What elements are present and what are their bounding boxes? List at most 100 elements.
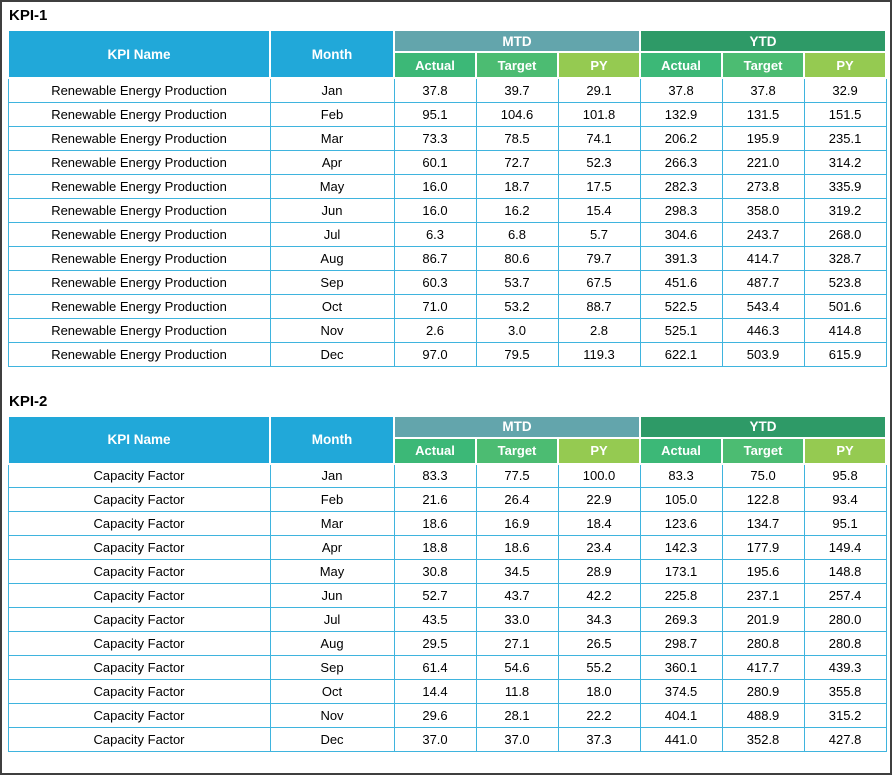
value-cell[interactable]: 95.8 xyxy=(803,463,887,488)
value-cell[interactable]: 122.8 xyxy=(721,487,805,512)
value-cell[interactable]: 280.8 xyxy=(721,631,805,656)
month-cell[interactable]: Mar xyxy=(269,511,395,536)
value-cell[interactable]: 61.4 xyxy=(393,655,477,680)
value-cell[interactable]: 74.1 xyxy=(557,125,641,151)
value-cell[interactable]: 53.7 xyxy=(475,269,559,295)
value-cell[interactable]: 15.4 xyxy=(557,197,641,223)
value-cell[interactable]: 29.1 xyxy=(557,77,641,103)
month-cell[interactable]: Feb xyxy=(269,101,395,127)
value-cell[interactable]: 282.3 xyxy=(639,173,723,199)
value-cell[interactable]: 16.0 xyxy=(393,173,477,199)
value-cell[interactable]: 43.5 xyxy=(393,607,477,632)
value-cell[interactable]: 235.1 xyxy=(803,125,887,151)
month-cell[interactable]: Apr xyxy=(269,535,395,560)
kpi-name-cell[interactable]: Renewable Energy Production xyxy=(7,101,271,127)
value-cell[interactable]: 79.5 xyxy=(475,341,559,367)
value-cell[interactable]: 221.0 xyxy=(721,149,805,175)
value-cell[interactable]: 237.1 xyxy=(721,583,805,608)
value-cell[interactable]: 488.9 xyxy=(721,703,805,728)
value-cell[interactable]: 18.7 xyxy=(475,173,559,199)
month-cell[interactable]: May xyxy=(269,559,395,584)
value-cell[interactable]: 72.7 xyxy=(475,149,559,175)
value-cell[interactable]: 71.0 xyxy=(393,293,477,319)
kpi-name-cell[interactable]: Renewable Energy Production xyxy=(7,245,271,271)
value-cell[interactable]: 123.6 xyxy=(639,511,723,536)
value-cell[interactable]: 67.5 xyxy=(557,269,641,295)
value-cell[interactable]: 269.3 xyxy=(639,607,723,632)
value-cell[interactable]: 28.9 xyxy=(557,559,641,584)
value-cell[interactable]: 131.5 xyxy=(721,101,805,127)
value-cell[interactable]: 33.0 xyxy=(475,607,559,632)
value-cell[interactable]: 93.4 xyxy=(803,487,887,512)
value-cell[interactable]: 37.3 xyxy=(557,727,641,752)
value-cell[interactable]: 28.1 xyxy=(475,703,559,728)
value-cell[interactable]: 16.2 xyxy=(475,197,559,223)
value-cell[interactable]: 34.3 xyxy=(557,607,641,632)
value-cell[interactable]: 319.2 xyxy=(803,197,887,223)
value-cell[interactable]: 55.2 xyxy=(557,655,641,680)
value-cell[interactable]: 16.9 xyxy=(475,511,559,536)
kpi-name-cell[interactable]: Renewable Energy Production xyxy=(7,77,271,103)
value-cell[interactable]: 525.1 xyxy=(639,317,723,343)
value-cell[interactable]: 16.0 xyxy=(393,197,477,223)
kpi-name-cell[interactable]: Capacity Factor xyxy=(7,535,271,560)
value-cell[interactable]: 522.5 xyxy=(639,293,723,319)
value-cell[interactable]: 314.2 xyxy=(803,149,887,175)
value-cell[interactable]: 615.9 xyxy=(803,341,887,367)
value-cell[interactable]: 439.3 xyxy=(803,655,887,680)
value-cell[interactable]: 243.7 xyxy=(721,221,805,247)
value-cell[interactable]: 134.7 xyxy=(721,511,805,536)
kpi-name-cell[interactable]: Capacity Factor xyxy=(7,559,271,584)
kpi-name-cell[interactable]: Renewable Energy Production xyxy=(7,293,271,319)
value-cell[interactable]: 26.4 xyxy=(475,487,559,512)
value-cell[interactable]: 280.9 xyxy=(721,679,805,704)
month-cell[interactable]: May xyxy=(269,173,395,199)
value-cell[interactable]: 78.5 xyxy=(475,125,559,151)
month-cell[interactable]: Sep xyxy=(269,655,395,680)
value-cell[interactable]: 3.0 xyxy=(475,317,559,343)
value-cell[interactable]: 328.7 xyxy=(803,245,887,271)
value-cell[interactable]: 73.3 xyxy=(393,125,477,151)
value-cell[interactable]: 2.6 xyxy=(393,317,477,343)
value-cell[interactable]: 22.9 xyxy=(557,487,641,512)
kpi-name-cell[interactable]: Capacity Factor xyxy=(7,703,271,728)
value-cell[interactable]: 6.3 xyxy=(393,221,477,247)
value-cell[interactable]: 88.7 xyxy=(557,293,641,319)
value-cell[interactable]: 32.9 xyxy=(803,77,887,103)
value-cell[interactable]: 43.7 xyxy=(475,583,559,608)
month-cell[interactable]: Oct xyxy=(269,679,395,704)
value-cell[interactable]: 5.7 xyxy=(557,221,641,247)
value-cell[interactable]: 2.8 xyxy=(557,317,641,343)
value-cell[interactable]: 29.6 xyxy=(393,703,477,728)
value-cell[interactable]: 352.8 xyxy=(721,727,805,752)
value-cell[interactable]: 414.8 xyxy=(803,317,887,343)
value-cell[interactable]: 501.6 xyxy=(803,293,887,319)
value-cell[interactable]: 304.6 xyxy=(639,221,723,247)
month-cell[interactable]: Oct xyxy=(269,293,395,319)
value-cell[interactable]: 206.2 xyxy=(639,125,723,151)
kpi-name-cell[interactable]: Renewable Energy Production xyxy=(7,149,271,175)
value-cell[interactable]: 487.7 xyxy=(721,269,805,295)
value-cell[interactable]: 26.5 xyxy=(557,631,641,656)
month-cell[interactable]: Dec xyxy=(269,341,395,367)
value-cell[interactable]: 37.0 xyxy=(475,727,559,752)
value-cell[interactable]: 22.2 xyxy=(557,703,641,728)
value-cell[interactable]: 177.9 xyxy=(721,535,805,560)
value-cell[interactable]: 201.9 xyxy=(721,607,805,632)
value-cell[interactable]: 18.0 xyxy=(557,679,641,704)
value-cell[interactable]: 52.3 xyxy=(557,149,641,175)
value-cell[interactable]: 77.5 xyxy=(475,463,559,488)
month-cell[interactable]: Jun xyxy=(269,583,395,608)
value-cell[interactable]: 23.4 xyxy=(557,535,641,560)
value-cell[interactable]: 80.6 xyxy=(475,245,559,271)
value-cell[interactable]: 37.8 xyxy=(393,77,477,103)
value-cell[interactable]: 34.5 xyxy=(475,559,559,584)
value-cell[interactable]: 225.8 xyxy=(639,583,723,608)
kpi-name-cell[interactable]: Capacity Factor xyxy=(7,631,271,656)
value-cell[interactable]: 21.6 xyxy=(393,487,477,512)
value-cell[interactable]: 257.4 xyxy=(803,583,887,608)
kpi-name-cell[interactable]: Capacity Factor xyxy=(7,679,271,704)
value-cell[interactable]: 195.6 xyxy=(721,559,805,584)
month-cell[interactable]: Feb xyxy=(269,487,395,512)
value-cell[interactable]: 18.6 xyxy=(393,511,477,536)
